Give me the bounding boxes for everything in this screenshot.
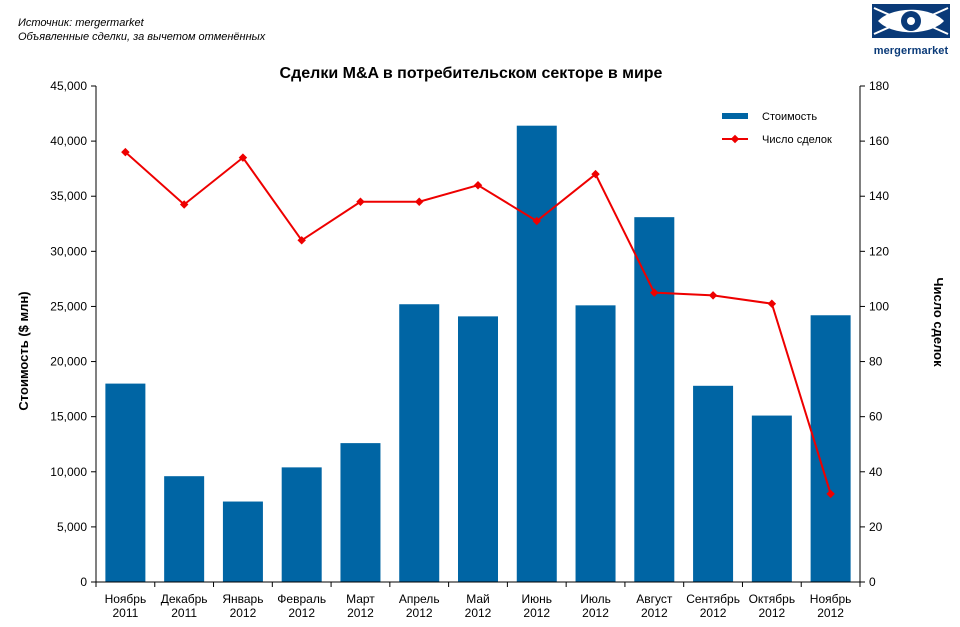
y2-tick-label-6: 120 — [869, 244, 889, 258]
legend: Стоимость Число сделок — [722, 111, 832, 146]
deal-count-point-11 — [767, 299, 777, 308]
x-tick-label-year-11: 2012 — [758, 606, 785, 620]
y2-tick-label-4: 80 — [869, 355, 883, 369]
note-line: Объявленные сделки, за вычетом отменённы… — [18, 31, 266, 43]
deal-count-point-6 — [473, 180, 483, 190]
x-tick-label-month-7: Июнь — [522, 592, 553, 606]
x-tick-label-month-11: Октябрь — [749, 592, 796, 606]
source-line: Источник: mergermarket — [18, 17, 144, 29]
deal-count-point-0 — [121, 147, 130, 157]
x-tick-label-year-1: 2011 — [171, 606, 197, 620]
deal-count-point-10 — [708, 291, 718, 300]
y2-tick-label-3: 60 — [869, 410, 883, 424]
source-note: Источник: mergermarket Объявленные сделк… — [18, 16, 265, 44]
y-tick-label-8: 40,000 — [50, 134, 87, 148]
y2-tick-label-9: 180 — [869, 79, 889, 93]
chart-title: Сделки M&A в потребительском секторе в м… — [280, 65, 663, 82]
y2-tick-label-2: 40 — [869, 465, 883, 479]
y2-tick-label-0: 0 — [869, 575, 876, 589]
y-tick-label-7: 35,000 — [50, 189, 87, 203]
x-tick-label-year-10: 2012 — [700, 606, 727, 620]
x-tick-label-year-7: 2012 — [523, 606, 550, 620]
bar-5 — [399, 304, 440, 582]
x-tick-label-month-8: Июль — [580, 592, 611, 606]
bar-2 — [222, 501, 263, 582]
deal-count-point-5 — [414, 197, 424, 206]
y-axis-title: Стоимость ($ млн) — [16, 291, 31, 410]
y-tick-label-6: 30,000 — [50, 244, 87, 258]
plot-area: 0 5,000 10,000 15,000 20,000 25,000 30,000 35,0… — [50, 79, 889, 620]
y-tick-label-0: 0 — [80, 575, 87, 589]
deal-count-point-12 — [826, 489, 835, 499]
legend-line-label: Число сделок — [762, 134, 832, 146]
x-tick-label-month-3: Февраль — [277, 592, 326, 606]
deal-count-point-3 — [297, 236, 306, 245]
legend-line-marker — [730, 134, 740, 144]
x-tick-label-month-6: Май — [466, 592, 490, 606]
y-tick-label-9: 45,000 — [50, 79, 87, 93]
deal-count-point-1 — [179, 200, 189, 209]
bar-4 — [340, 443, 381, 582]
legend-bar-label: Стоимость — [762, 111, 817, 123]
x-tick-label-year-3: 2012 — [288, 606, 315, 620]
legend-bar-swatch — [722, 113, 748, 119]
y2-tick-label-8: 160 — [869, 134, 889, 148]
y-tick-label-1: 5,000 — [57, 520, 87, 534]
y-tick-label-2: 10,000 — [50, 465, 87, 479]
y2-tick-label-5: 100 — [869, 299, 889, 313]
deal-count-point-4 — [356, 197, 365, 206]
deal-count-point-2 — [238, 153, 248, 162]
y-tick-label-3: 15,000 — [50, 410, 87, 424]
eye-logo-icon — [872, 4, 950, 38]
y-tick-label-5: 25,000 — [50, 299, 87, 313]
logo-text: mergermarket — [873, 45, 949, 57]
bar-9 — [634, 217, 675, 583]
bar-8 — [575, 305, 616, 582]
x-tick-label-month-1: Декабрь — [161, 592, 208, 606]
x-tick-label-year-5: 2012 — [406, 606, 433, 620]
x-tick-label-month-12: Ноябрь — [810, 592, 852, 606]
y2-tick-label-7: 140 — [869, 189, 889, 203]
deal-count-point-9 — [650, 288, 659, 297]
bar-1 — [164, 476, 205, 582]
x-tick-label-year-0: 2011 — [112, 606, 138, 620]
bar-3 — [281, 467, 322, 582]
x-tick-label-year-2: 2012 — [230, 606, 257, 620]
bar-11 — [751, 415, 792, 582]
x-tick-label-year-12: 2012 — [817, 606, 844, 620]
x-tick-label-month-2: Январь — [222, 592, 263, 606]
bar-7 — [516, 125, 557, 583]
bar-0 — [105, 383, 146, 582]
x-tick-label-month-0: Ноябрь — [105, 592, 147, 606]
bar-10 — [693, 385, 734, 582]
x-tick-label-year-9: 2012 — [641, 606, 668, 620]
mergermarket-logo: mergermarket — [872, 4, 950, 57]
y-tick-label-4: 20,000 — [50, 355, 87, 369]
y2-axis-title: Число сделок — [931, 277, 946, 367]
x-tick-label-year-8: 2012 — [582, 606, 609, 620]
x-tick-label-year-6: 2012 — [465, 606, 492, 620]
bar-6 — [458, 316, 498, 582]
y2-tick-label-1: 20 — [869, 520, 883, 534]
x-tick-label-month-5: Апрель — [399, 592, 440, 606]
x-tick-label-month-4: Март — [346, 592, 375, 606]
x-tick-label-month-10: Сентябрь — [686, 592, 740, 606]
x-tick-label-month-9: Август — [636, 592, 673, 606]
x-tick-label-year-4: 2012 — [347, 606, 374, 620]
